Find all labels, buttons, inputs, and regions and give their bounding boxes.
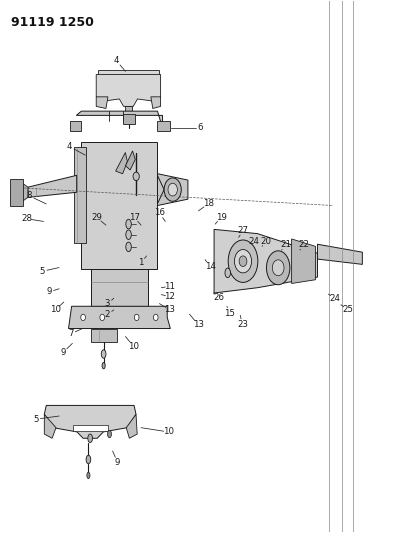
Polygon shape xyxy=(96,97,108,109)
Polygon shape xyxy=(126,414,137,438)
Text: 14: 14 xyxy=(205,262,216,271)
Text: 5: 5 xyxy=(40,267,45,276)
Text: 13: 13 xyxy=(164,305,175,314)
Text: 5: 5 xyxy=(33,415,39,424)
Polygon shape xyxy=(44,414,56,438)
Text: 2: 2 xyxy=(105,310,110,319)
Polygon shape xyxy=(28,175,77,197)
Polygon shape xyxy=(70,120,81,131)
Ellipse shape xyxy=(164,178,181,201)
Text: 23: 23 xyxy=(237,320,248,329)
Ellipse shape xyxy=(108,430,112,438)
Ellipse shape xyxy=(88,434,92,442)
Polygon shape xyxy=(73,147,86,243)
Ellipse shape xyxy=(101,350,106,358)
Ellipse shape xyxy=(153,314,158,320)
Text: 10: 10 xyxy=(128,342,139,351)
Text: 16: 16 xyxy=(154,208,165,217)
Ellipse shape xyxy=(126,242,131,252)
Polygon shape xyxy=(44,406,136,438)
Text: 13: 13 xyxy=(193,320,204,329)
Text: 3: 3 xyxy=(105,299,110,308)
Ellipse shape xyxy=(134,314,139,320)
Text: 17: 17 xyxy=(129,213,140,222)
Text: 91119 1250: 91119 1250 xyxy=(11,16,94,29)
Ellipse shape xyxy=(126,230,131,239)
Text: 27: 27 xyxy=(238,226,249,235)
Polygon shape xyxy=(68,306,170,328)
Polygon shape xyxy=(214,229,318,293)
Text: 9: 9 xyxy=(61,348,66,357)
Polygon shape xyxy=(96,75,161,107)
Ellipse shape xyxy=(272,260,284,276)
Polygon shape xyxy=(158,174,188,206)
Ellipse shape xyxy=(235,249,252,273)
Ellipse shape xyxy=(133,172,139,181)
Text: 29: 29 xyxy=(92,213,103,222)
Text: 10: 10 xyxy=(50,305,61,314)
Polygon shape xyxy=(292,239,316,284)
Polygon shape xyxy=(81,142,158,269)
Text: 20: 20 xyxy=(261,237,272,246)
Text: 28: 28 xyxy=(21,214,32,223)
Polygon shape xyxy=(76,111,163,128)
Text: 11: 11 xyxy=(164,281,175,290)
Ellipse shape xyxy=(225,268,230,278)
Text: 8: 8 xyxy=(27,191,32,200)
Text: 9: 9 xyxy=(46,287,52,296)
Ellipse shape xyxy=(228,240,258,282)
Text: 9: 9 xyxy=(115,458,120,467)
Polygon shape xyxy=(158,120,170,131)
Ellipse shape xyxy=(102,362,105,369)
Text: 26: 26 xyxy=(214,293,225,302)
Polygon shape xyxy=(123,114,135,124)
Polygon shape xyxy=(116,152,127,174)
Polygon shape xyxy=(318,244,362,264)
Text: 18: 18 xyxy=(203,199,214,208)
Ellipse shape xyxy=(266,251,290,285)
Text: 1: 1 xyxy=(138,259,144,267)
Polygon shape xyxy=(151,97,161,109)
Polygon shape xyxy=(10,179,23,206)
Polygon shape xyxy=(98,70,159,75)
Text: 24: 24 xyxy=(329,294,340,303)
Ellipse shape xyxy=(239,256,247,266)
Text: 4: 4 xyxy=(67,142,72,151)
Text: 15: 15 xyxy=(224,309,235,318)
Text: 4: 4 xyxy=(114,56,119,65)
Text: 19: 19 xyxy=(216,213,226,222)
Text: 24: 24 xyxy=(249,237,260,246)
Polygon shape xyxy=(91,269,148,306)
Polygon shape xyxy=(73,425,108,431)
Text: 25: 25 xyxy=(342,305,353,314)
Polygon shape xyxy=(91,328,116,342)
Ellipse shape xyxy=(81,314,85,320)
Text: 22: 22 xyxy=(298,240,309,249)
Text: 21: 21 xyxy=(280,240,291,249)
Ellipse shape xyxy=(126,219,131,229)
Polygon shape xyxy=(125,107,132,113)
Text: 12: 12 xyxy=(164,292,175,301)
Polygon shape xyxy=(125,151,135,170)
Text: 7: 7 xyxy=(68,329,73,338)
Polygon shape xyxy=(18,184,28,201)
Ellipse shape xyxy=(86,455,91,464)
Ellipse shape xyxy=(87,472,90,479)
Text: 10: 10 xyxy=(163,427,174,437)
Text: 6: 6 xyxy=(198,123,203,132)
Ellipse shape xyxy=(100,314,105,320)
Ellipse shape xyxy=(168,183,177,196)
